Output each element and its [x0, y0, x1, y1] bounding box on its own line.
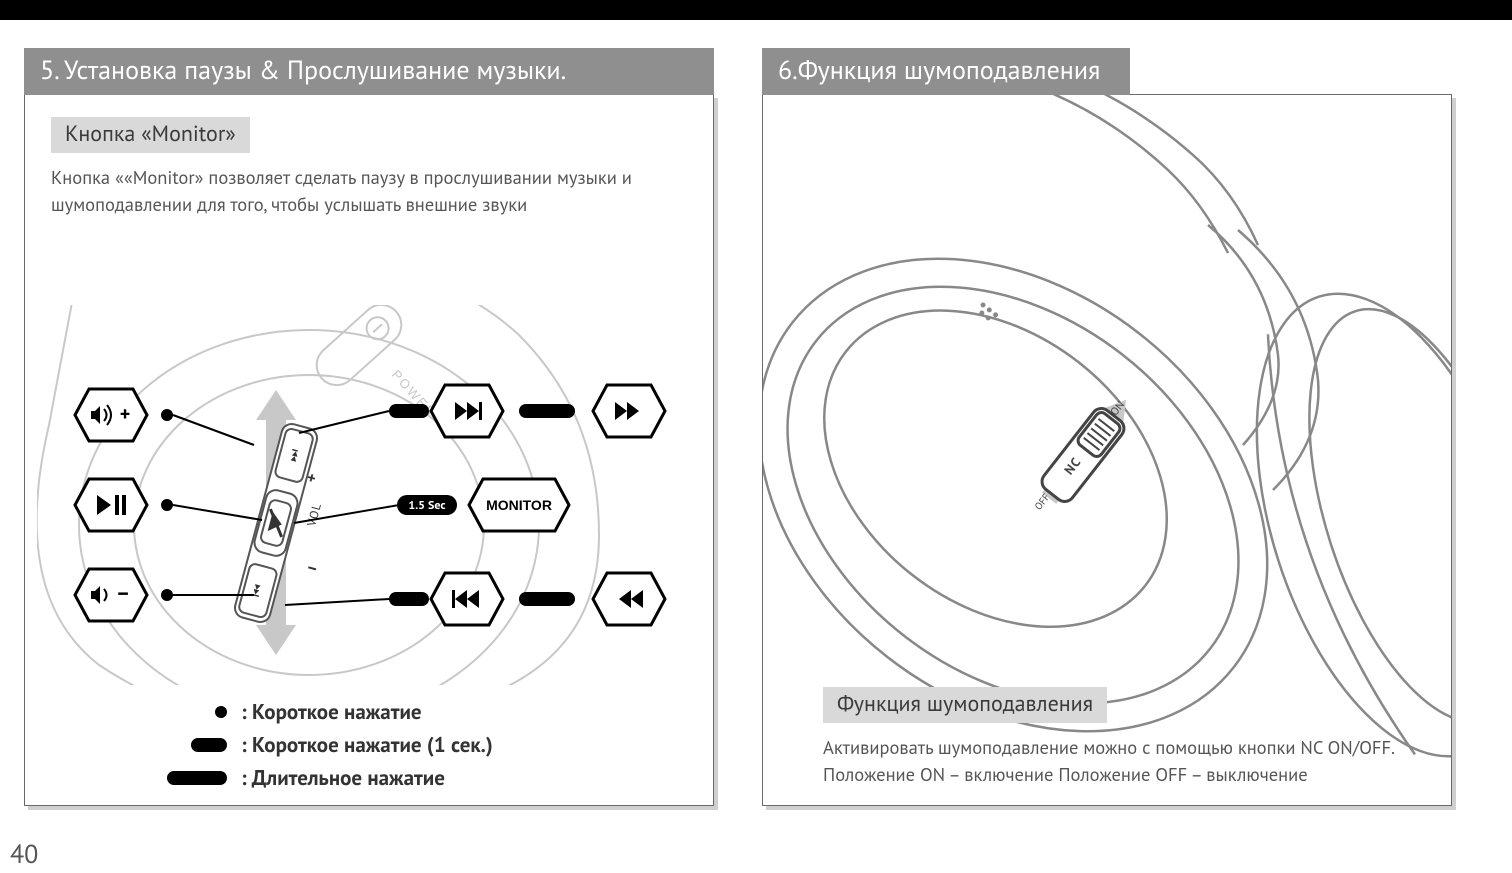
- panel-pause-music: 5. Установка паузы & Прослушивание музык…: [24, 48, 714, 806]
- pill-short-icon: [191, 738, 227, 752]
- svg-text:+: +: [120, 401, 131, 427]
- desc-monitor: Кнопка ««Monitor» позволяет сделать пауз…: [51, 165, 651, 219]
- panel-noise-cancel: 6.Функция шумоподавления: [762, 48, 1452, 806]
- panel-title-right: 6.Функция шумоподавления: [762, 48, 1130, 95]
- dot-icon: [215, 706, 227, 718]
- legend-long-text: : Длительное нажатие: [241, 764, 589, 791]
- legend-short-text: : Короткое нажатие: [241, 698, 589, 725]
- panel-body-right: ON NC OFF Функция шумоподавления Активир…: [762, 94, 1452, 806]
- legend-short1s-text: : Короткое нажатие (1 сек.): [241, 731, 589, 758]
- legend-short-1s: : Короткое нажатие (1 сек.): [149, 731, 589, 758]
- legend-short: : Короткое нажатие: [149, 698, 589, 725]
- monitor-hex-label: MONITOR: [486, 497, 552, 513]
- desc-nc: Активировать шумоподавление можно с помо…: [823, 735, 1421, 789]
- sublabel-nc: Функция шумоподавления: [823, 687, 1107, 723]
- right-caption-block: Функция шумоподавления Активировать шумо…: [823, 687, 1421, 789]
- panel-body-left: Кнопка «Monitor» Кнопка ««Monitor» позво…: [24, 94, 714, 806]
- vol-minus-label: −: [305, 556, 320, 581]
- panel-title-left: 5. Установка паузы & Прослушивание музык…: [24, 48, 714, 95]
- page-number: 40: [10, 838, 38, 871]
- top-black-bar: [0, 0, 1512, 20]
- legend-long: : Длительное нажатие: [149, 764, 589, 791]
- vol-label: VOL: [304, 501, 325, 529]
- badge-1-5sec: 1.5 Sec: [408, 498, 445, 513]
- diagram-controls: POWER ⏭: [37, 305, 701, 685]
- pill-long-icon: [167, 771, 227, 785]
- sublabel-monitor: Кнопка «Monitor»: [51, 117, 250, 153]
- page-spread: 5. Установка паузы & Прослушивание музык…: [0, 20, 1512, 816]
- svg-text:−: −: [117, 580, 129, 608]
- press-legend: : Короткое нажатие : Короткое нажатие (1…: [25, 698, 713, 791]
